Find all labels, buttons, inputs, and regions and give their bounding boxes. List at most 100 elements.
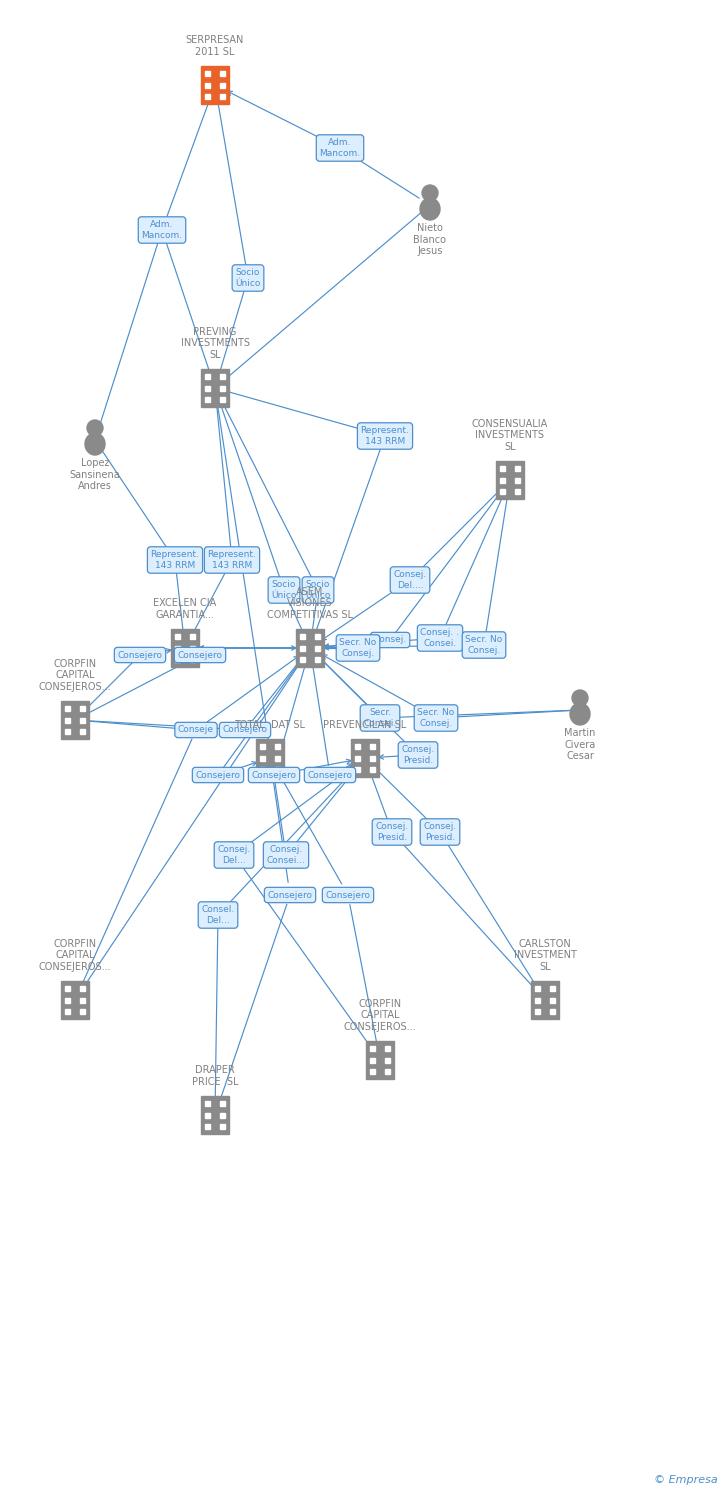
Bar: [256, 740, 284, 777]
Bar: [370, 766, 375, 772]
Bar: [220, 398, 225, 402]
Text: Consej.
Consei...: Consej. Consei...: [266, 844, 306, 865]
Text: Consejero: Consejero: [251, 771, 296, 780]
Bar: [370, 744, 375, 748]
Bar: [65, 729, 70, 734]
Bar: [65, 998, 70, 1002]
Text: ASEM
VISIONES
COMPETITIVAS SL: ASEM VISIONES COMPETITIVAS SL: [267, 586, 353, 620]
Bar: [220, 386, 225, 390]
Text: Consej.
Del...: Consej. Del...: [218, 844, 250, 865]
Ellipse shape: [420, 198, 440, 220]
Text: Consejero: Consejero: [267, 891, 312, 900]
Text: © Empresa: © Empresa: [654, 1474, 718, 1485]
Text: CARLSTON
INVESTMENT
SL: CARLSTON INVESTMENT SL: [513, 939, 577, 972]
Bar: [355, 766, 360, 772]
Text: Consejero: Consejero: [196, 771, 240, 780]
Bar: [175, 657, 180, 662]
Bar: [366, 1041, 394, 1078]
Bar: [80, 717, 85, 723]
Bar: [550, 986, 555, 992]
Text: Consej. .
Consei.: Consej. . Consei.: [421, 628, 459, 648]
Bar: [300, 645, 305, 651]
Text: Socio
Único: Socio Único: [272, 580, 297, 600]
Text: TOTAL  DAT SL: TOTAL DAT SL: [234, 720, 306, 730]
Bar: [205, 70, 210, 76]
Circle shape: [87, 420, 103, 436]
Bar: [205, 1124, 210, 1130]
Bar: [550, 998, 555, 1002]
Bar: [315, 634, 320, 639]
Text: Consejero: Consejero: [178, 651, 223, 660]
Bar: [260, 756, 265, 760]
Bar: [80, 706, 85, 711]
Bar: [300, 634, 305, 639]
Bar: [385, 1070, 390, 1074]
Bar: [351, 740, 379, 777]
Text: Represent.
143 RRM: Represent. 143 RRM: [207, 550, 256, 570]
Bar: [500, 489, 505, 494]
Bar: [315, 657, 320, 662]
Bar: [80, 998, 85, 1002]
Text: Adm.
Mancom.: Adm. Mancom.: [320, 138, 360, 158]
Bar: [65, 1010, 70, 1014]
Bar: [355, 756, 360, 760]
Text: DRAPER
PRICE  SL: DRAPER PRICE SL: [191, 1065, 238, 1088]
Bar: [275, 756, 280, 760]
Text: PREVENCILAN SL: PREVENCILAN SL: [323, 720, 407, 730]
Text: CONSENSUALIA
INVESTMENTS
SL: CONSENSUALIA INVESTMENTS SL: [472, 419, 548, 452]
Bar: [80, 729, 85, 734]
Circle shape: [422, 184, 438, 201]
Text: Socio
Único: Socio Único: [235, 268, 261, 288]
Text: PREVING
INVESTMENTS
SL: PREVING INVESTMENTS SL: [181, 327, 250, 360]
Bar: [205, 94, 210, 99]
Bar: [275, 744, 280, 748]
Bar: [535, 1010, 540, 1014]
Bar: [500, 466, 505, 471]
Bar: [80, 986, 85, 992]
Bar: [205, 398, 210, 402]
Bar: [205, 1113, 210, 1118]
Bar: [205, 374, 210, 380]
Text: Consej.: Consej.: [373, 636, 407, 645]
Text: Consej.
Del....: Consej. Del....: [393, 570, 427, 590]
Bar: [515, 489, 520, 494]
Text: Represent.
143 RRM: Represent. 143 RRM: [151, 550, 199, 570]
Bar: [220, 70, 225, 76]
Text: Consel.
Del...: Consel. Del...: [202, 904, 234, 926]
Bar: [80, 1010, 85, 1014]
Text: CORPFIN
CAPITAL
CONSEJEROS...: CORPFIN CAPITAL CONSEJEROS...: [39, 658, 111, 692]
Text: Consej.
Presid.: Consej. Presid.: [401, 746, 435, 765]
Bar: [205, 82, 210, 87]
Bar: [315, 645, 320, 651]
Bar: [190, 657, 195, 662]
Text: Consejero: Consejero: [117, 651, 162, 660]
Text: Nieto
Blanco
Jesus: Nieto Blanco Jesus: [414, 224, 446, 256]
Text: CORPFIN
CAPITAL
CONSEJEROS...: CORPFIN CAPITAL CONSEJEROS...: [39, 939, 111, 972]
Bar: [190, 645, 195, 651]
Bar: [61, 700, 89, 740]
Text: Represent.
143 RRM: Represent. 143 RRM: [360, 426, 409, 445]
Text: Consejero: Consejero: [223, 726, 267, 735]
Bar: [515, 466, 520, 471]
Text: EXCELEN CIA
GARANTIA...: EXCELEN CIA GARANTIA...: [154, 598, 217, 619]
Bar: [65, 986, 70, 992]
Bar: [550, 1010, 555, 1014]
Bar: [65, 706, 70, 711]
Bar: [220, 94, 225, 99]
Bar: [370, 1070, 375, 1074]
Text: Secr. No
Consej.: Secr. No Consej.: [339, 638, 376, 658]
Circle shape: [572, 690, 588, 706]
Bar: [370, 1046, 375, 1052]
Bar: [385, 1046, 390, 1052]
Bar: [171, 628, 199, 668]
Bar: [496, 460, 524, 500]
Bar: [220, 1124, 225, 1130]
Text: Consejero: Consejero: [325, 891, 371, 900]
Bar: [535, 998, 540, 1002]
Bar: [300, 657, 305, 662]
Bar: [355, 744, 360, 748]
Text: Lopez
Sansinena
Andres: Lopez Sansinena Andres: [70, 458, 120, 490]
Text: SERPRESAN
2011 SL: SERPRESAN 2011 SL: [186, 36, 244, 57]
Bar: [296, 628, 324, 668]
Text: Consej.
Presid.: Consej. Presid.: [424, 822, 456, 842]
